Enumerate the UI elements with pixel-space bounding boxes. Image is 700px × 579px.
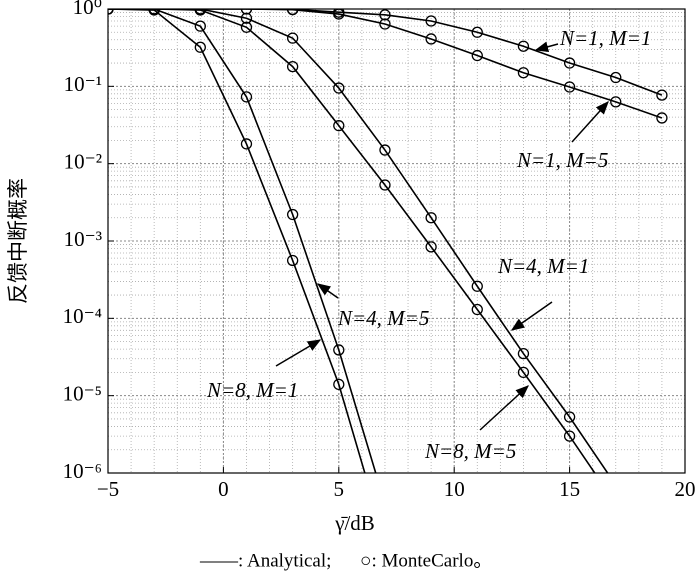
x-tick-label: 10 bbox=[444, 477, 465, 501]
annotation-arrow bbox=[571, 100, 609, 143]
annotation-arrow bbox=[479, 385, 529, 431]
montecarlo-marker bbox=[286, 9, 299, 16]
annotation-arrow bbox=[275, 339, 322, 367]
montecarlo-marker bbox=[563, 81, 576, 93]
analytical-line bbox=[108, 9, 663, 96]
montecarlo-marker bbox=[286, 254, 299, 267]
montecarlo-marker bbox=[240, 138, 253, 150]
montecarlo-marker bbox=[286, 32, 299, 44]
montecarlo-marker bbox=[194, 9, 206, 16]
y-tick-label: 10⁻¹ bbox=[64, 72, 102, 96]
x-tick-label: −5 bbox=[97, 477, 119, 501]
montecarlo-marker bbox=[333, 82, 345, 94]
montecarlo-marker bbox=[194, 41, 206, 53]
montecarlo-marker bbox=[517, 40, 530, 52]
montecarlo-marker bbox=[148, 9, 160, 15]
analytical-line bbox=[108, 9, 609, 473]
legend-analytical: ——: Analytical; bbox=[199, 550, 331, 571]
montecarlo-marker bbox=[563, 430, 576, 442]
montecarlo-marker bbox=[240, 12, 253, 24]
analytical-line bbox=[108, 9, 366, 473]
montecarlo-marker bbox=[471, 26, 483, 38]
montecarlo-marker bbox=[333, 9, 345, 20]
series-annotation: N=1, M=1 bbox=[559, 26, 651, 50]
series-annotation: N=8, M=5 bbox=[424, 439, 516, 463]
montecarlo-marker bbox=[286, 208, 299, 221]
montecarlo-marker bbox=[333, 344, 345, 356]
montecarlo-marker bbox=[194, 20, 206, 32]
montecarlo-marker bbox=[425, 212, 437, 224]
montecarlo-marker bbox=[333, 120, 345, 132]
montecarlo-marker bbox=[240, 9, 253, 15]
montecarlo-marker bbox=[656, 112, 668, 124]
analytical-line bbox=[108, 9, 377, 473]
montecarlo-marker bbox=[611, 480, 621, 490]
y-axis-label: 反馈中断概率 bbox=[6, 178, 30, 304]
montecarlo-marker bbox=[286, 60, 299, 73]
montecarlo-marker bbox=[610, 71, 622, 84]
x-tick-label: 20 bbox=[675, 477, 696, 501]
montecarlo-marker bbox=[333, 378, 345, 391]
montecarlo-marker bbox=[610, 96, 622, 108]
series-annotation: N=8, M=1 bbox=[206, 378, 298, 402]
montecarlo-marker bbox=[379, 144, 391, 156]
montecarlo-marker bbox=[379, 9, 391, 21]
montecarlo-marker bbox=[471, 49, 483, 62]
legend-montecarlo: ○: MonteCarlo。 bbox=[360, 550, 492, 571]
montecarlo-marker bbox=[563, 411, 576, 423]
montecarlo-marker bbox=[471, 303, 483, 316]
montecarlo-marker bbox=[148, 9, 160, 16]
x-tick-label: 0 bbox=[218, 477, 229, 501]
y-tick-label: 10⁻² bbox=[64, 149, 102, 173]
series-annotation: N=4, M=5 bbox=[337, 306, 429, 330]
y-tick-label: 10⁰ bbox=[73, 0, 102, 19]
montecarlo-marker bbox=[425, 15, 437, 27]
montecarlo-marker bbox=[379, 179, 391, 191]
annotation-arrow bbox=[510, 301, 553, 331]
montecarlo-marker bbox=[517, 366, 530, 379]
x-axis-label: γ̄/dB bbox=[334, 511, 375, 535]
montecarlo-marker bbox=[379, 18, 391, 30]
analytical-line bbox=[108, 9, 596, 473]
montecarlo-marker bbox=[380, 537, 390, 547]
x-tick-label: 5 bbox=[334, 477, 345, 501]
montecarlo-marker bbox=[240, 21, 253, 33]
annotation-arrow bbox=[316, 283, 339, 299]
plot-area bbox=[108, 9, 668, 547]
series-annotation: N=1, M=5 bbox=[516, 148, 608, 172]
montecarlo-marker bbox=[563, 57, 576, 69]
montecarlo-marker bbox=[194, 9, 206, 15]
analytical-line bbox=[108, 9, 663, 119]
y-tick-label: 10⁻⁴ bbox=[63, 304, 102, 328]
montecarlo-marker bbox=[240, 91, 253, 103]
montecarlo-marker bbox=[471, 280, 483, 292]
montecarlo-marker bbox=[517, 67, 530, 79]
montecarlo-marker bbox=[425, 241, 437, 253]
montecarlo-marker bbox=[425, 33, 437, 45]
y-tick-label: 10⁻⁵ bbox=[63, 381, 102, 405]
annotation-arrow bbox=[534, 41, 559, 53]
x-tick-label: 15 bbox=[559, 477, 580, 501]
y-tick-label: 10⁻⁶ bbox=[63, 459, 102, 483]
y-tick-label: 10⁻³ bbox=[64, 227, 102, 251]
montecarlo-marker bbox=[380, 499, 390, 509]
montecarlo-marker bbox=[517, 347, 530, 360]
plot-frame bbox=[107, 8, 686, 474]
montecarlo-marker bbox=[656, 89, 668, 101]
montecarlo-marker bbox=[611, 499, 621, 509]
series-annotation: N=4, M=1 bbox=[497, 254, 589, 278]
